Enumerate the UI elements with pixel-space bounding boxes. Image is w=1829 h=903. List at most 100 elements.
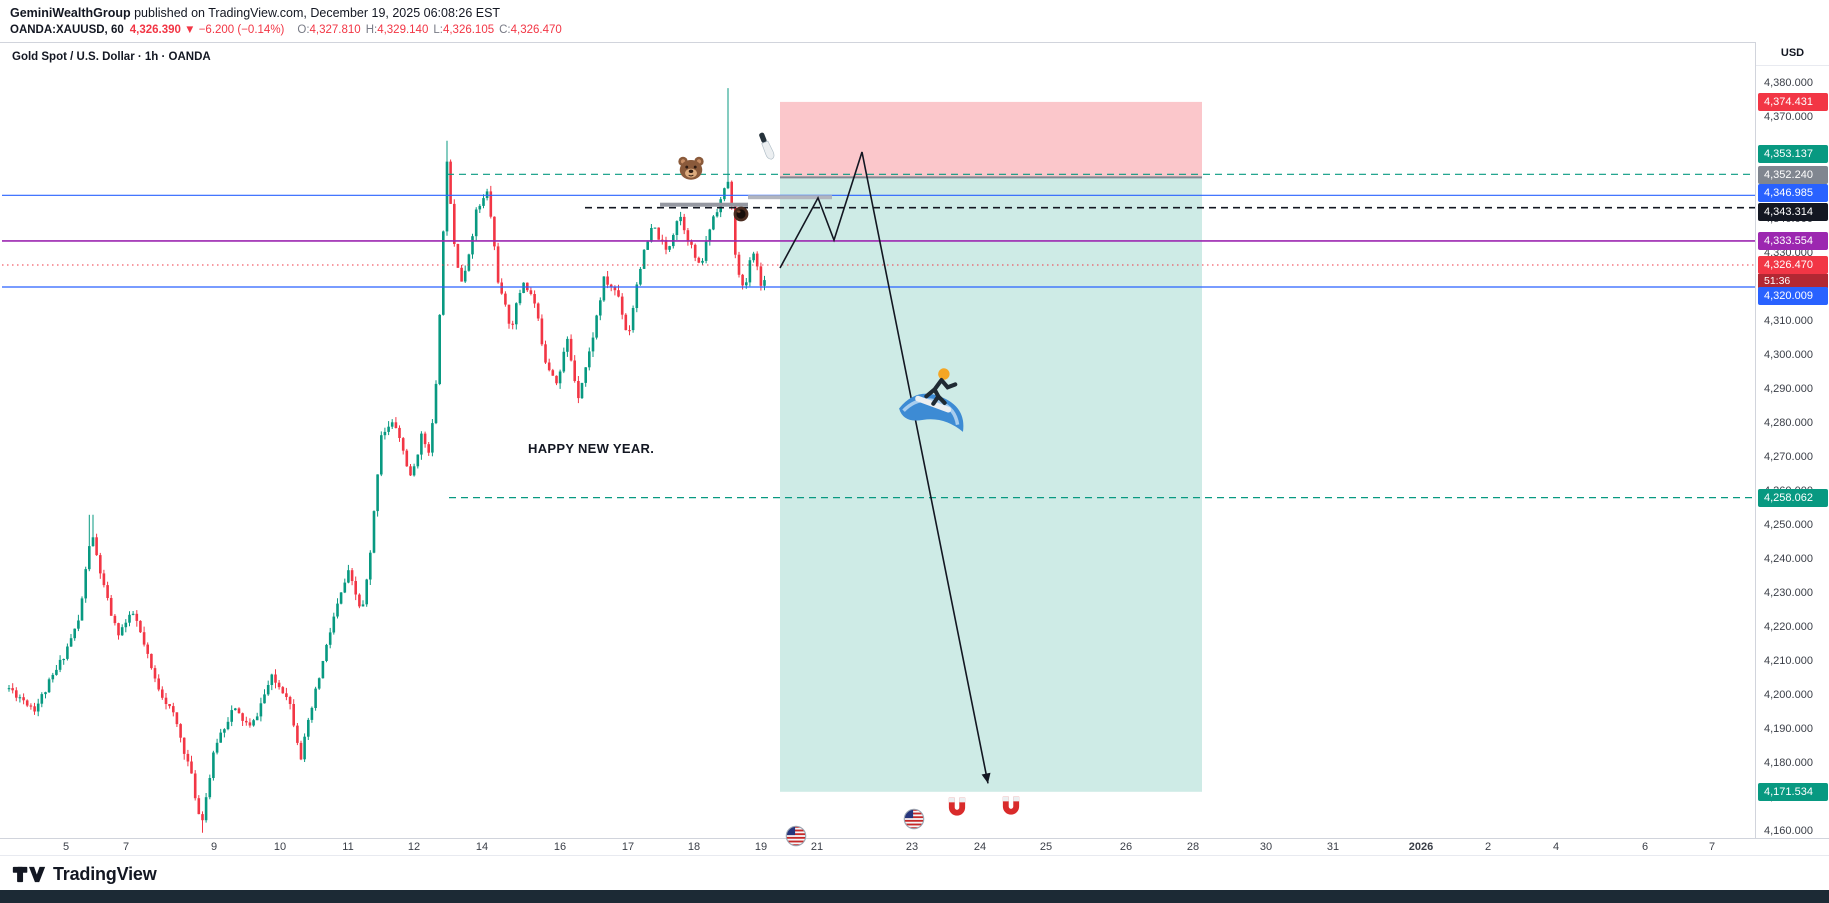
- candle: [36, 698, 40, 717]
- price-tick-label: 4,230.000: [1764, 587, 1813, 599]
- candle: [427, 442, 430, 456]
- candle: [387, 421, 390, 436]
- happy-new-year-note[interactable]: HAPPY NEW YEAR.: [528, 441, 655, 457]
- candle: [606, 271, 609, 289]
- header-divider: [0, 42, 1829, 43]
- candle: [515, 302, 518, 330]
- candle: [314, 686, 317, 711]
- candle: [299, 740, 303, 761]
- candle: [259, 697, 263, 722]
- candle: [332, 612, 336, 635]
- entry-handle[interactable]: [748, 195, 832, 200]
- candle: [128, 611, 131, 627]
- price-badge: 4,343.314: [1758, 202, 1828, 221]
- candle: [412, 463, 416, 477]
- candle: [95, 533, 98, 556]
- candle: [150, 653, 153, 670]
- entry-handle[interactable]: [660, 202, 748, 207]
- time-axis-label: 14: [475, 841, 489, 853]
- candle: [715, 208, 719, 218]
- candle: [401, 437, 405, 455]
- candle: [558, 369, 562, 389]
- candle: [708, 228, 712, 246]
- price-tick-label: 4,210.000: [1764, 655, 1813, 667]
- candle: [358, 593, 361, 609]
- high-label: H:: [365, 24, 378, 36]
- candle: [58, 655, 62, 673]
- candle: [350, 568, 354, 586]
- candle: [573, 355, 576, 383]
- author-name[interactable]: GeminiWealthGroup: [10, 6, 131, 20]
- price-tick-label: 4,280.000: [1764, 417, 1813, 429]
- candle: [624, 313, 628, 331]
- candle: [186, 749, 190, 767]
- candle: [248, 718, 252, 728]
- risk-zone[interactable]: [780, 101, 1202, 178]
- knife-icon[interactable]: [745, 125, 789, 169]
- candle: [467, 253, 471, 272]
- candle: [157, 674, 160, 692]
- candle: [15, 687, 18, 702]
- candle: [704, 236, 708, 264]
- price-badge: 4,352.240: [1758, 166, 1828, 185]
- candle: [270, 673, 274, 691]
- candle: [193, 770, 197, 801]
- chart-canvas[interactable]: [0, 42, 1755, 838]
- candle: [175, 712, 179, 727]
- price-tick-label: 4,190.000: [1764, 723, 1813, 735]
- price-badge: 4,326.470: [1758, 256, 1828, 274]
- candle: [343, 578, 347, 594]
- price-tick-label: 4,220.000: [1764, 621, 1813, 633]
- candle: [657, 227, 660, 240]
- candle: [263, 689, 266, 704]
- candle: [219, 728, 222, 743]
- candle: [204, 793, 208, 823]
- candle: [529, 287, 533, 296]
- candle: [504, 291, 507, 307]
- chart-plot[interactable]: Gold Spot / U.S. Dollar · 1h · OANDA HAP…: [0, 42, 1755, 847]
- candle: [164, 693, 168, 710]
- symbol-interval[interactable]: OANDA:XAUUSD, 60: [10, 24, 124, 36]
- bear-icon[interactable]: [676, 153, 706, 183]
- candle: [591, 332, 595, 357]
- us-flag-icon[interactable]: [903, 808, 925, 830]
- candle: [620, 293, 624, 320]
- candle: [321, 660, 325, 679]
- candle: [478, 204, 482, 213]
- candle: [748, 257, 752, 287]
- candle: [190, 755, 193, 774]
- hole-icon[interactable]: [733, 206, 749, 222]
- ohlc-values: O:4,327.810 H:4,329.140 L:4,326.105 C:4,326…: [292, 24, 561, 36]
- candle: [47, 677, 51, 693]
- candle: [66, 643, 69, 661]
- price-tick-label: 4,250.000: [1764, 519, 1813, 531]
- candle: [420, 431, 423, 460]
- us-flag-icon[interactable]: [785, 825, 807, 847]
- candle: [281, 686, 285, 694]
- target-zone[interactable]: [780, 177, 1202, 792]
- candle: [489, 185, 493, 219]
- projection-arrow[interactable]: [779, 151, 989, 784]
- time-axis-label: 18: [687, 841, 701, 853]
- candle: [423, 431, 427, 448]
- candle: [409, 464, 412, 476]
- candle: [679, 211, 682, 226]
- candle: [701, 258, 704, 265]
- price-tick-label: 4,270.000: [1764, 451, 1813, 463]
- candle: [682, 213, 686, 235]
- candle: [686, 228, 690, 246]
- candle: [292, 699, 295, 728]
- magnet-icon[interactable]: [944, 794, 970, 820]
- magnet-icon[interactable]: [998, 793, 1024, 819]
- surfer-icon[interactable]: [891, 356, 977, 442]
- candle: [442, 230, 445, 316]
- time-axis-label: 24: [973, 841, 987, 853]
- time-axis[interactable]: 5 7 9 10 11 12 14 16 17 18 19 21 23 24 25 26 28 30 31 2026 2…: [0, 838, 1829, 856]
- tradingview-logo[interactable]: TradingView: [12, 864, 157, 885]
- candle: [380, 431, 383, 477]
- candle: [631, 305, 635, 333]
- candle: [693, 243, 697, 262]
- time-axis-label: 11: [342, 841, 354, 853]
- price-axis[interactable]: USD 4,380.0004,370.0004,360.0004,350.000…: [1755, 42, 1829, 838]
- candle: [201, 811, 204, 833]
